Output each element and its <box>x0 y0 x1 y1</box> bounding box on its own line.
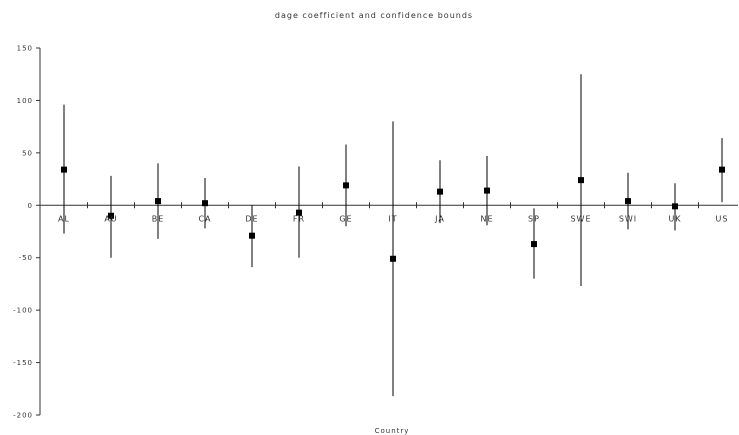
markers <box>61 166 725 262</box>
x-axis-label: Country <box>375 427 410 435</box>
y-tick-label: 0 <box>28 202 33 210</box>
category-label-ne: NE <box>480 214 493 223</box>
category-label-be: BE <box>152 214 165 223</box>
point-au <box>108 212 114 219</box>
category-label-uk: UK <box>668 214 681 223</box>
y-tick-label: -50 <box>19 254 33 262</box>
point-be <box>155 198 161 205</box>
category-label-us: US <box>716 214 729 223</box>
point-uk <box>672 203 678 210</box>
point-us <box>719 166 725 173</box>
category-label-de: DE <box>245 214 258 223</box>
y-tick-label: -100 <box>13 307 33 315</box>
chart-title: dage coefficient and confidence bounds <box>275 11 473 20</box>
point-al <box>61 166 67 173</box>
category-label-fr: FR <box>293 214 305 223</box>
category-label-ja: JA <box>434 214 445 223</box>
y-tick-label: 100 <box>17 97 33 105</box>
y-tick-label: -200 <box>13 412 33 420</box>
point-swi <box>625 198 631 205</box>
y-tick-label: -150 <box>13 359 33 367</box>
point-it <box>390 255 396 262</box>
category-label-ge: GE <box>339 214 352 223</box>
point-ne <box>484 187 490 194</box>
category-label-swe: SWE <box>570 214 591 223</box>
point-sp <box>531 241 537 248</box>
error-bars <box>63 74 723 397</box>
category-label-al: AL <box>58 214 70 223</box>
category-label-sp: SP <box>528 214 540 223</box>
x-axis <box>40 202 738 209</box>
point-ja <box>437 188 443 195</box>
y-tick-label: 50 <box>22 149 33 157</box>
point-de <box>249 232 255 239</box>
point-fr <box>296 209 302 216</box>
point-ca <box>202 200 208 207</box>
category-label-ca: CA <box>198 214 211 223</box>
category-labels: AL AU BE CA DE FR GE IT JA NE SP SWE SWI UK US <box>58 214 729 223</box>
y-axis: -200 -150 -100 -50 0 50 100 150 <box>13 45 41 420</box>
y-tick-label: 150 <box>17 45 33 53</box>
point-swe <box>578 177 584 184</box>
category-label-au: AU <box>104 214 117 223</box>
category-label-swi: SWI <box>619 214 637 223</box>
category-label-it: IT <box>388 214 397 223</box>
point-ge <box>343 182 349 189</box>
